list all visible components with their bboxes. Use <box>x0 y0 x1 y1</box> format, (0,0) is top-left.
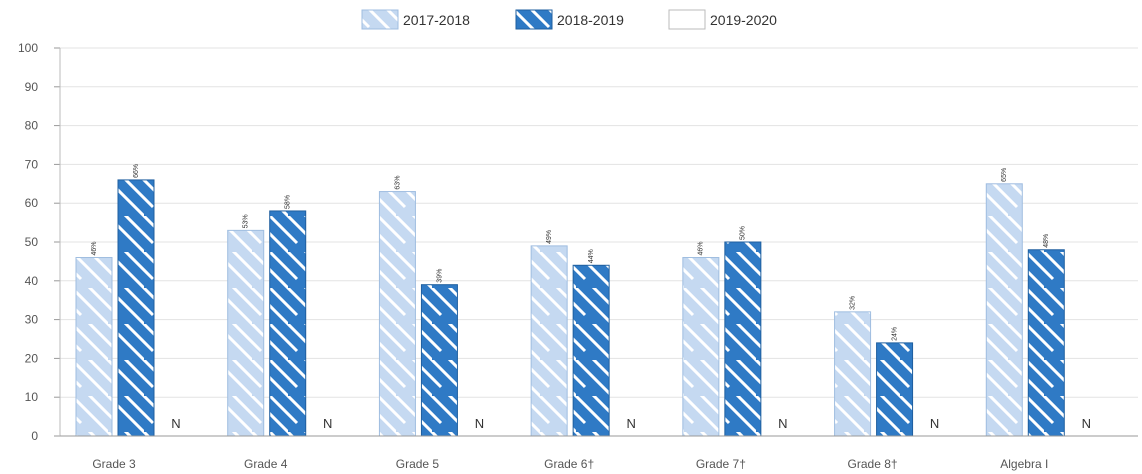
y-tick-label-30: 30 <box>25 313 39 327</box>
y-tick-label-80: 80 <box>25 119 39 133</box>
x-tick-label-grade-6: Grade 6† <box>544 457 594 471</box>
y-tick-label-50: 50 <box>25 235 39 249</box>
bar-2017-2018-algebra-i <box>985 183 1023 437</box>
legend-label-2017-2018: 2017-2018 <box>403 12 470 28</box>
na-label-2019-2020-grade-7: N <box>778 416 787 431</box>
bar-2018-2019-grade-3 <box>117 179 155 437</box>
na-label-2019-2020-grade-8: N <box>930 416 939 431</box>
na-label-2019-2020-grade-3: N <box>171 416 180 431</box>
bar-2017-2018-grade-5 <box>378 191 416 437</box>
data-label-2017-2018-algebra-i: 65% <box>1001 168 1008 182</box>
bar-2017-2018-grade-7 <box>682 257 720 437</box>
data-label-2017-2018-grade-7: 46% <box>698 242 705 256</box>
bars: 46% 66% N 53% 58% N 63% 39% N 49% 44% N 46% 50% N 32% 24… <box>75 164 1091 437</box>
bar-2017-2018-grade-6 <box>530 245 568 437</box>
na-label-2019-2020-grade-5: N <box>475 416 484 431</box>
bar-2017-2018-grade-3 <box>75 257 113 437</box>
x-tick-label-grade-8: Grade 8† <box>848 457 898 471</box>
x-tick-label-grade-5: Grade 5 <box>396 457 440 471</box>
legend-swatch-2019-2020 <box>668 9 706 30</box>
legend-swatch-2018-2019 <box>515 9 553 30</box>
bar-2018-2019-grade-6 <box>572 264 610 437</box>
data-label-2018-2019-grade-8: 24% <box>891 327 898 341</box>
y-tick-label-20: 20 <box>25 351 39 365</box>
bar-2018-2019-algebra-i <box>1027 249 1065 437</box>
x-tick-label-grade-3: Grade 3 <box>92 457 136 471</box>
data-label-2018-2019-grade-5: 39% <box>436 269 443 283</box>
data-label-2017-2018-grade-4: 53% <box>243 214 250 228</box>
y-axis: 0 10 20 30 40 50 60 70 80 90 100 <box>18 41 61 443</box>
data-label-2018-2019-grade-6: 44% <box>588 249 595 263</box>
data-label-2017-2018-grade-8: 32% <box>849 296 856 310</box>
y-tick-label-10: 10 <box>25 390 39 404</box>
y-tick-label-90: 90 <box>25 80 39 94</box>
legend: 2017-2018 2018-2019 2019-2020 <box>361 9 777 30</box>
bar-2017-2018-grade-8 <box>834 311 872 437</box>
na-label-2019-2020-grade-4: N <box>323 416 332 431</box>
data-label-2018-2019-grade-7: 50% <box>740 226 747 240</box>
data-label-2018-2019-grade-3: 66% <box>133 164 140 178</box>
bar-2018-2019-grade-5 <box>420 284 458 437</box>
bar-2018-2019-grade-4 <box>269 210 307 437</box>
y-tick-label-40: 40 <box>25 274 39 288</box>
y-tick-label-60: 60 <box>25 196 39 210</box>
x-tick-label-grade-7: Grade 7† <box>696 457 746 471</box>
legend-swatch-2017-2018 <box>361 9 399 30</box>
y-tick-label-0: 0 <box>31 429 38 443</box>
bar-2018-2019-grade-7 <box>724 241 762 437</box>
data-label-2017-2018-grade-3: 46% <box>91 242 98 256</box>
legend-label-2018-2019: 2018-2019 <box>557 12 624 28</box>
data-label-2018-2019-algebra-i: 48% <box>1043 234 1050 248</box>
x-tick-label-algebra-i: Algebra I <box>1000 457 1048 471</box>
x-tick-label-grade-4: Grade 4 <box>244 457 288 471</box>
legend-label-2019-2020: 2019-2020 <box>710 12 777 28</box>
x-axis: Grade 3 Grade 4 Grade 5 Grade 6† Grade 7† Gra… <box>60 435 1138 471</box>
y-tick-label-70: 70 <box>25 157 39 171</box>
data-label-2017-2018-grade-5: 63% <box>394 176 401 190</box>
y-tick-label-100: 100 <box>18 41 38 55</box>
bar-2017-2018-grade-4 <box>227 229 265 437</box>
data-label-2017-2018-grade-6: 49% <box>546 230 553 244</box>
bar-2018-2019-grade-8 <box>876 342 914 437</box>
na-label-2019-2020-algebra-i: N <box>1082 416 1091 431</box>
na-label-2019-2020-grade-6: N <box>626 416 635 431</box>
data-label-2018-2019-grade-4: 58% <box>285 195 292 209</box>
